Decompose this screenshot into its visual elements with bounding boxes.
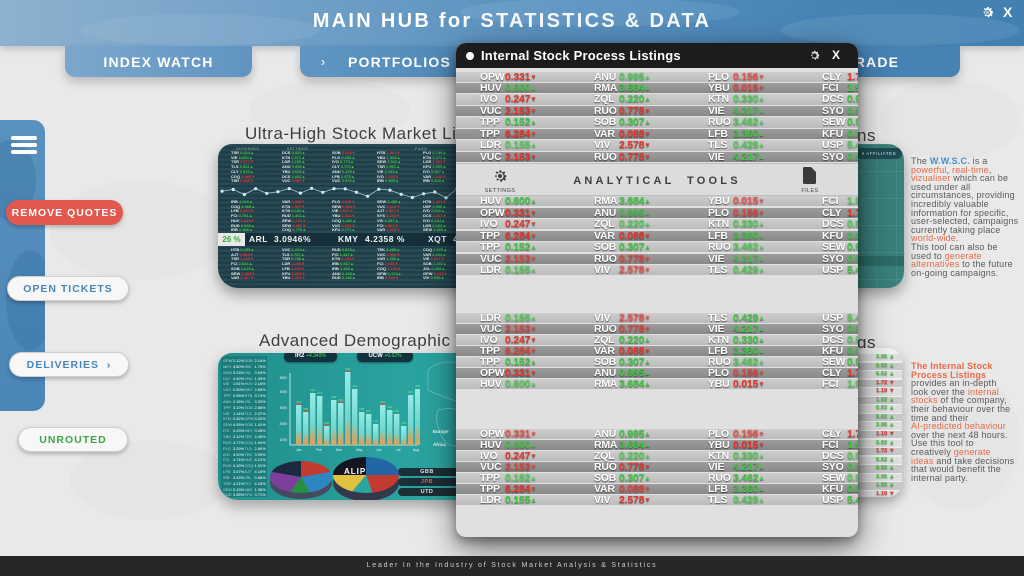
svg-text:979: 979 <box>296 400 301 404</box>
svg-text:4500: 4500 <box>279 376 287 380</box>
svg-text:May: May <box>356 448 363 452</box>
svg-text:608: 608 <box>359 407 364 411</box>
svg-text:1000: 1000 <box>279 438 287 442</box>
svg-text:Jun: Jun <box>376 448 382 452</box>
svg-text:2000: 2000 <box>279 422 287 426</box>
svg-text:576: 576 <box>373 419 378 423</box>
svg-text:3000: 3000 <box>279 406 287 410</box>
svg-text:183: 183 <box>401 421 406 425</box>
svg-text:829: 829 <box>345 367 350 371</box>
svg-text:Jan: Jan <box>296 448 302 452</box>
svg-text:Mar: Mar <box>336 448 343 452</box>
svg-text:673: 673 <box>317 391 322 395</box>
svg-text:451: 451 <box>415 384 420 388</box>
svg-text:564: 564 <box>380 400 385 404</box>
svg-text:161: 161 <box>352 384 357 388</box>
svg-text:220: 220 <box>310 388 315 392</box>
svg-text:537: 537 <box>366 409 371 413</box>
svg-text:Aug: Aug <box>413 448 419 452</box>
svg-text:481: 481 <box>338 398 343 402</box>
svg-text:529: 529 <box>303 407 308 411</box>
svg-text:Jul: Jul <box>396 448 401 452</box>
svg-text:285: 285 <box>324 421 329 425</box>
svg-text:637: 637 <box>408 390 413 394</box>
svg-text:4000: 4000 <box>279 390 287 394</box>
svg-text:815: 815 <box>394 409 399 413</box>
svg-text:354: 354 <box>387 405 392 409</box>
svg-text:684: 684 <box>331 395 336 399</box>
svg-text:Feb: Feb <box>316 448 322 452</box>
